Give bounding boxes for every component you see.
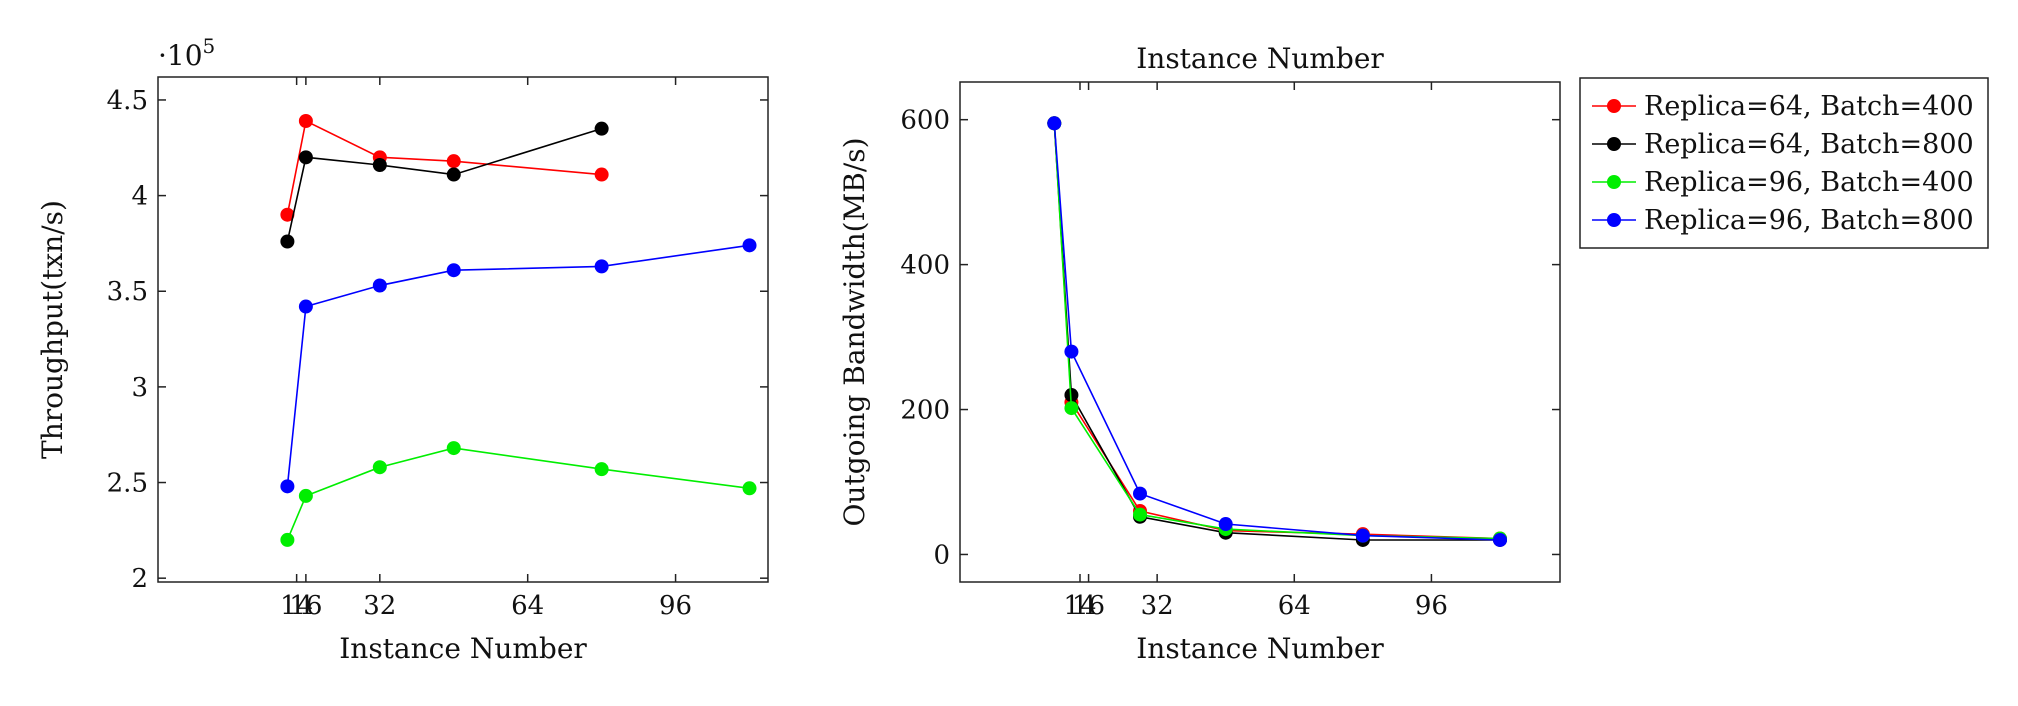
- legend-label: Replica=64, Batch=800: [1644, 129, 1974, 160]
- data-point: [1493, 532, 1507, 547]
- x-axis-label: Instance Number: [1136, 632, 1384, 665]
- x-tick-label: 14: [280, 591, 313, 621]
- series-line: [1053, 123, 1501, 540]
- data-point: [1133, 507, 1147, 522]
- legend-swatch-marker: [1607, 213, 1621, 227]
- series-0: [280, 113, 609, 222]
- series-line: [1053, 123, 1501, 540]
- series-0: [1047, 116, 1507, 546]
- y-axis-label: Throughput(txn/s): [36, 200, 69, 459]
- x-tick-label: 32: [363, 591, 396, 621]
- legend-swatch-marker: [1607, 137, 1621, 151]
- data-point: [446, 441, 461, 456]
- y-axis-label: Outgoing Bandwidth(MB/s): [838, 137, 871, 526]
- data-point: [594, 167, 609, 182]
- x-tick-label: 16: [289, 591, 322, 621]
- x-axis-label: Instance Number: [339, 632, 587, 665]
- legend-frame: [1579, 77, 1989, 249]
- series-line: [1053, 123, 1500, 541]
- series-1: [1047, 116, 1507, 547]
- data-point: [372, 460, 387, 475]
- y-multiplier: ·105: [158, 34, 215, 72]
- series-2: [1047, 116, 1507, 546]
- data-point: [742, 481, 757, 496]
- data-point: [1064, 401, 1079, 416]
- series-2: [280, 441, 757, 547]
- y-tick-label: 4: [131, 182, 148, 212]
- x-tick-label: 96: [659, 591, 692, 621]
- y-tick-label: 0: [933, 540, 950, 570]
- x-tick-label: 64: [511, 591, 544, 621]
- legend-swatch-marker: [1607, 175, 1621, 189]
- data-point: [1064, 388, 1079, 403]
- data-point: [298, 488, 313, 503]
- data-point: [594, 259, 609, 274]
- data-point: [1355, 528, 1370, 543]
- data-point: [298, 113, 313, 128]
- data-point: [372, 278, 387, 293]
- y-tick-label: 3: [131, 373, 148, 403]
- y-tick-label: 4.5: [107, 86, 148, 116]
- data-point: [594, 462, 609, 477]
- data-point: [1133, 486, 1147, 501]
- y-tick-label: 200: [900, 396, 950, 426]
- data-point: [1064, 344, 1079, 359]
- x-tick-label: 32: [1141, 591, 1174, 621]
- legend-entry: Replica=96, Batch=800: [1592, 205, 1974, 236]
- data-point: [372, 157, 387, 172]
- data-point: [280, 479, 295, 494]
- legend-label: Replica=64, Batch=400: [1644, 91, 1974, 122]
- x-tick-label: 14: [1063, 591, 1096, 621]
- y-tick-label: 400: [900, 251, 950, 281]
- series-line: [286, 119, 602, 215]
- data-point: [446, 167, 461, 182]
- legend-label: Replica=96, Batch=400: [1644, 167, 1974, 198]
- legend-entry: Replica=64, Batch=400: [1592, 91, 1974, 122]
- x-tick-label: 16: [1072, 591, 1105, 621]
- plot-frame: [157, 76, 769, 583]
- y-tick-label: 2: [131, 564, 148, 594]
- plot-frame: [959, 81, 1561, 583]
- y-tick-label: 2.5: [107, 469, 148, 499]
- series-3: [280, 238, 757, 494]
- data-point: [742, 238, 757, 253]
- series-1: [280, 121, 609, 249]
- y-tick-label: 600: [900, 106, 950, 136]
- legend-label: Replica=96, Batch=800: [1644, 205, 1974, 236]
- series-line: [286, 127, 602, 242]
- legend-swatch-marker: [1607, 99, 1621, 113]
- data-point: [594, 121, 609, 136]
- series-line: [286, 244, 750, 487]
- chart-title: Instance Number: [1136, 42, 1384, 75]
- data-point: [1047, 116, 1062, 131]
- y-tick-label: 3.5: [107, 277, 148, 307]
- series-line: [286, 447, 750, 541]
- data-point: [298, 150, 313, 165]
- legend: Replica=64, Batch=400 Replica=64, Batch=8…: [1579, 77, 1989, 249]
- data-point: [280, 532, 295, 547]
- data-point: [298, 299, 313, 314]
- data-point: [446, 263, 461, 278]
- x-tick-label: 96: [1415, 591, 1448, 621]
- data-point: [280, 234, 295, 249]
- data-point: [280, 207, 295, 222]
- data-point: [1218, 517, 1233, 532]
- data-point: [446, 154, 461, 169]
- series-line: [1053, 123, 1501, 541]
- series-3: [1047, 116, 1507, 547]
- legend-entry: Replica=96, Batch=400: [1592, 167, 1974, 198]
- x-tick-label: 64: [1278, 591, 1311, 621]
- legend-entry: Replica=64, Batch=800: [1592, 129, 1974, 160]
